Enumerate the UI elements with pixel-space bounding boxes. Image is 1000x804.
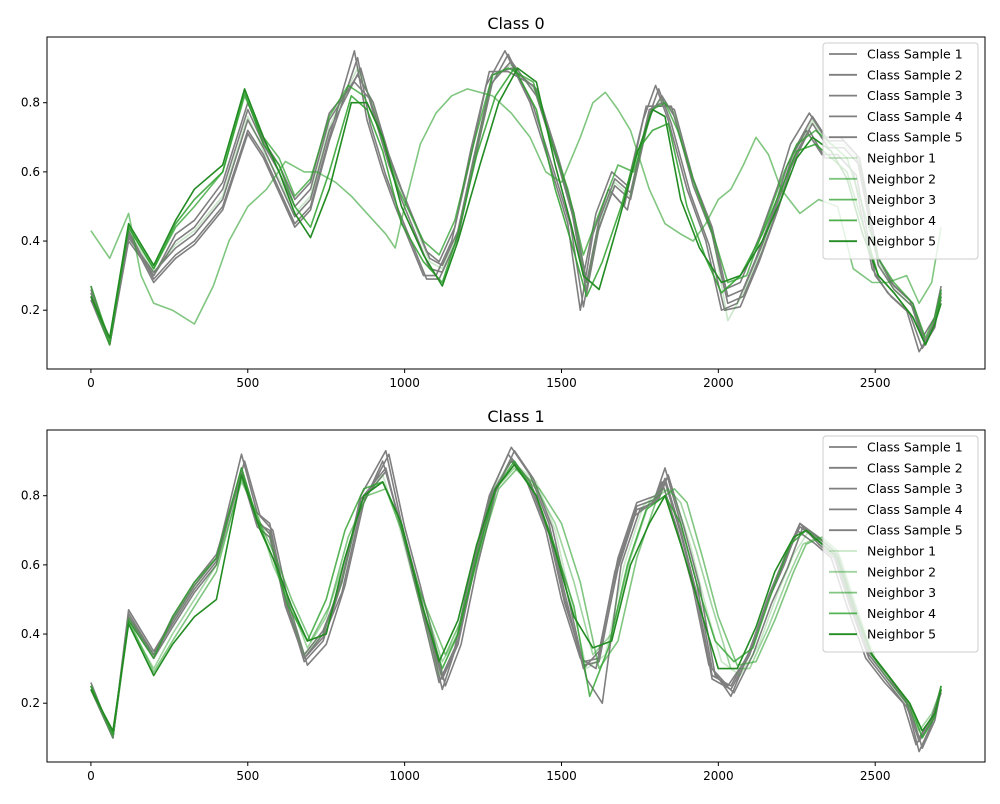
series-line bbox=[90, 453, 942, 746]
series-lines bbox=[90, 446, 942, 753]
series-line bbox=[90, 67, 942, 346]
legend-entry-label: Class Sample 4 bbox=[867, 109, 963, 124]
legend-entry-label: Class Sample 1 bbox=[867, 47, 963, 62]
legend-box bbox=[822, 435, 979, 653]
series-line bbox=[90, 67, 942, 346]
series-line bbox=[90, 446, 942, 753]
x-tick-label: 1000 bbox=[389, 769, 420, 783]
series-line bbox=[90, 53, 942, 350]
x-tick-label: 2500 bbox=[860, 769, 891, 783]
legend-entry-label: Neighbor 5 bbox=[867, 627, 936, 642]
series-line bbox=[90, 449, 942, 749]
legend-entry-label: Class Sample 3 bbox=[867, 481, 963, 496]
legend-entry-label: Neighbor 4 bbox=[867, 606, 936, 621]
y-tick-label: 0.4 bbox=[21, 627, 40, 641]
legend-entry-label: Neighbor 2 bbox=[867, 564, 936, 579]
legend-entry-label: Class Sample 2 bbox=[867, 67, 963, 82]
legend-entry-label: Neighbor 3 bbox=[867, 192, 936, 207]
y-tick-label: 0.2 bbox=[21, 303, 40, 317]
legend: Class Sample 1 Class Sample 2 Class Sample… bbox=[822, 435, 979, 653]
y-tick-label: 0.2 bbox=[21, 696, 40, 710]
legend-entry-label: Class Sample 4 bbox=[867, 502, 963, 517]
series-line bbox=[90, 463, 942, 732]
series-line bbox=[90, 460, 942, 739]
x-tick-label: 500 bbox=[236, 376, 259, 390]
y-tick-label: 0.8 bbox=[21, 96, 40, 110]
y-tick-label: 0.4 bbox=[21, 234, 40, 248]
legend-entry-label: Class Sample 3 bbox=[867, 88, 963, 103]
series-line bbox=[90, 460, 942, 739]
x-tick-label: 2000 bbox=[703, 376, 734, 390]
x-tick-label: 2500 bbox=[860, 376, 891, 390]
x-tick-label: 0 bbox=[87, 769, 95, 783]
y-tick-label: 0.6 bbox=[21, 165, 40, 179]
y-tick-label: 0.8 bbox=[21, 489, 40, 503]
series-line bbox=[90, 460, 942, 739]
series-line bbox=[90, 467, 942, 739]
legend-entry-label: Class Sample 2 bbox=[867, 460, 963, 475]
legend: Class Sample 1 Class Sample 2 Class Sample… bbox=[822, 42, 979, 260]
series-line bbox=[90, 467, 942, 736]
x-tick-label: 2000 bbox=[703, 769, 734, 783]
x-tick-label: 1500 bbox=[546, 376, 577, 390]
x-tick-label: 500 bbox=[236, 769, 259, 783]
series-lines bbox=[90, 50, 942, 353]
legend-entry-label: Neighbor 1 bbox=[867, 151, 936, 166]
legend-entry-label: Neighbor 2 bbox=[867, 171, 936, 186]
chart-title: Class 1 bbox=[487, 407, 544, 426]
series-line bbox=[90, 67, 942, 346]
series-line bbox=[90, 70, 942, 346]
legend-entry-label: Class Sample 5 bbox=[867, 523, 963, 538]
legend-box bbox=[822, 42, 979, 260]
subplot-class-1: Class 1 0 500 1000 1500 2000 2500 0.2 0.4 0.6 0.8 C… bbox=[21, 407, 986, 783]
y-tick-label: 0.6 bbox=[21, 558, 40, 572]
x-tick-label: 1000 bbox=[389, 376, 420, 390]
legend-entry-label: Neighbor 1 bbox=[867, 544, 936, 559]
legend-entry-label: Neighbor 4 bbox=[867, 213, 936, 228]
series-line bbox=[90, 456, 942, 743]
legend-entry-label: Neighbor 5 bbox=[867, 234, 936, 249]
chart-title: Class 0 bbox=[487, 14, 544, 33]
axes-frame bbox=[46, 429, 986, 763]
axes-frame bbox=[46, 36, 986, 370]
x-tick-label: 1500 bbox=[546, 769, 577, 783]
legend-entry-label: Class Sample 5 bbox=[867, 130, 963, 145]
legend-entry-label: Class Sample 1 bbox=[867, 440, 963, 455]
x-tick-label: 0 bbox=[87, 376, 95, 390]
series-line bbox=[90, 88, 942, 325]
legend-entry-label: Neighbor 3 bbox=[867, 585, 936, 600]
subplot-class-0: Class 0 0 500 1000 1500 2000 2500 0.2 0.4 0.6 0.8 C… bbox=[21, 14, 986, 390]
series-line bbox=[90, 50, 942, 353]
